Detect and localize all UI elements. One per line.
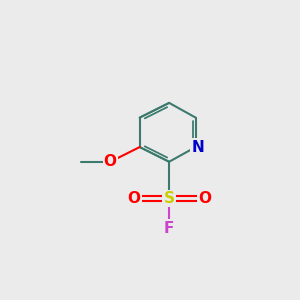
Text: O: O [127,191,140,206]
Text: F: F [164,220,174,236]
Text: N: N [192,140,204,154]
Text: S: S [164,191,175,206]
Text: O: O [104,154,117,169]
Text: O: O [198,191,211,206]
